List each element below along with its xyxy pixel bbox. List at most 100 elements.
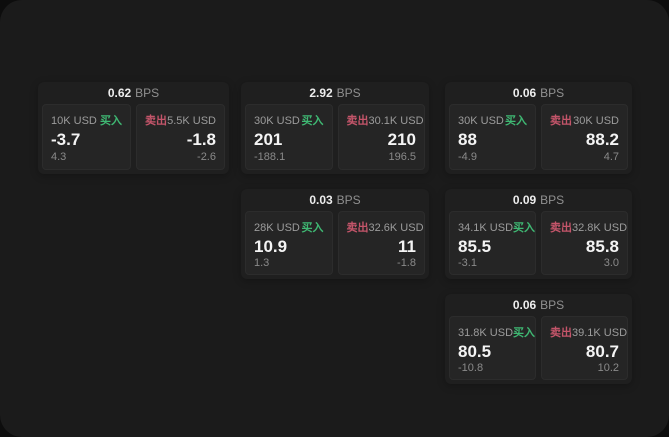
quote-card[interactable]: 0.06 BPS 30K USD 买入 88 -4.9 卖出 30K USD 8…: [445, 82, 632, 174]
buy-panel[interactable]: 28K USD 买入 10.9 1.3: [245, 211, 333, 275]
bps-spread-value: 0.09: [512, 193, 537, 207]
buy-amount: 30K USD: [254, 115, 300, 127]
sell-panel-header: 卖出 5.5K USD: [145, 112, 216, 128]
sell-sub-value: -1.8: [397, 256, 416, 269]
sell-price: 210: [387, 130, 416, 149]
buy-sub-value: -10.8: [458, 361, 484, 374]
bps-spread-value: 0.62: [107, 86, 132, 100]
buy-price: 201: [254, 130, 283, 149]
quote-panels: 10K USD 买入 -3.7 4.3 卖出 5.5K USD -1.8 -2.…: [42, 104, 225, 170]
card-header: 0.06 BPS: [445, 294, 632, 316]
buy-panel[interactable]: 31.8K USD 买入 80.5 -10.8: [449, 316, 536, 380]
buy-sub-value: -4.9: [458, 151, 477, 163]
buy-sub-value: -188.1: [254, 151, 286, 163]
quote-card[interactable]: 2.92 BPS 30K USD 买入 201 -188.1 卖出 30.1K …: [241, 82, 429, 174]
bps-spread-value: 2.92: [309, 86, 333, 100]
sell-price: -1.8: [186, 130, 216, 149]
sell-amount: 30K USD: [573, 115, 619, 127]
sell-side-label: 卖出: [145, 115, 167, 127]
bps-unit-label: BPS: [135, 86, 160, 100]
buy-side-label: 买入: [301, 115, 324, 127]
buy-panel[interactable]: 10K USD 买入 -3.7 4.3: [42, 104, 131, 170]
buy-price: 10.9: [254, 237, 288, 256]
card-header: 0.09 BPS: [445, 189, 632, 211]
sell-price: 80.7: [585, 342, 619, 361]
sell-amount: 5.5K USD: [167, 115, 216, 127]
sell-panel[interactable]: 卖出 32.8K USD 85.8 3.0: [541, 211, 628, 275]
buy-side-label: 买入: [505, 115, 527, 127]
sell-amount: 32.6K USD: [368, 222, 424, 234]
bps-unit-label: BPS: [336, 193, 361, 207]
buy-panel[interactable]: 30K USD 买入 88 -4.9: [449, 104, 536, 170]
sell-sub-value: -2.6: [197, 151, 216, 163]
sell-side-label: 卖出: [550, 115, 572, 127]
quote-panels: 30K USD 买入 201 -188.1 卖出 30.1K USD 210 1…: [245, 104, 425, 170]
sell-panel[interactable]: 卖出 39.1K USD 80.7 10.2: [541, 316, 628, 380]
quote-card[interactable]: 0.06 BPS 31.8K USD 买入 80.5 -10.8 卖出 39.1…: [445, 294, 632, 384]
buy-side-label: 买入: [513, 222, 536, 234]
sell-panel[interactable]: 卖出 32.6K USD 11 -1.8: [337, 211, 425, 275]
quote-panels: 31.8K USD 买入 80.5 -10.8 卖出 39.1K USD 80.…: [449, 316, 628, 380]
card-header: 0.03 BPS: [241, 189, 429, 211]
sell-sub-value: 196.5: [388, 151, 416, 163]
sell-price: 88.2: [585, 130, 619, 149]
quote-card[interactable]: 0.09 BPS 34.1K USD 买入 85.5 -3.1 卖出 32.8K…: [445, 189, 632, 279]
buy-panel-header: 30K USD 买入: [254, 112, 324, 128]
sell-amount: 32.8K USD: [572, 222, 628, 234]
sell-amount: 30.1K USD: [368, 115, 424, 127]
bps-spread-value: 0.06: [512, 298, 537, 312]
buy-side-label: 买入: [301, 222, 324, 234]
sell-panel-header: 卖出 39.1K USD: [550, 324, 627, 340]
buy-panel[interactable]: 34.1K USD 买入 85.5 -3.1: [449, 211, 536, 275]
sell-sub-value: 3.0: [603, 256, 619, 269]
buy-side-label: 买入: [100, 115, 122, 127]
buy-panel-header: 28K USD 买入: [254, 219, 324, 235]
buy-price: -3.7: [51, 130, 81, 149]
buy-sub-value: -3.1: [458, 256, 477, 269]
card-header: 2.92 BPS: [241, 82, 429, 104]
quote-panels: 28K USD 买入 10.9 1.3 卖出 32.6K USD 11 -1.8: [245, 211, 425, 275]
sell-side-label: 卖出: [346, 115, 369, 127]
buy-sub-value: 4.3: [51, 151, 67, 163]
sell-panel-header: 卖出 30.1K USD: [346, 112, 424, 128]
sell-panel-header: 卖出 32.6K USD: [347, 219, 424, 235]
bps-unit-label: BPS: [336, 86, 361, 100]
bps-unit-label: BPS: [540, 193, 565, 207]
sell-panel-header: 卖出 30K USD: [550, 112, 619, 128]
buy-amount: 34.1K USD: [458, 222, 514, 234]
quote-card[interactable]: 0.62 BPS 10K USD 买入 -3.7 4.3 卖出 5.5K USD…: [38, 82, 229, 174]
buy-amount: 30K USD: [458, 115, 504, 127]
sell-sub-value: 4.7: [603, 151, 619, 163]
sell-panel[interactable]: 卖出 30.1K USD 210 196.5: [337, 104, 425, 170]
sell-side-label: 卖出: [550, 327, 572, 339]
buy-sub-value: 1.3: [254, 256, 270, 269]
quote-panels: 30K USD 买入 88 -4.9 卖出 30K USD 88.2 4.7: [449, 104, 628, 170]
bps-spread-value: 0.03: [309, 193, 333, 207]
sell-price: 11: [398, 237, 416, 256]
buy-price: 80.5: [458, 342, 492, 361]
bps-spread-value: 0.06: [512, 86, 537, 100]
buy-panel-header: 30K USD 买入: [458, 112, 527, 128]
buy-panel[interactable]: 30K USD 买入 201 -188.1: [245, 104, 333, 170]
card-header: 0.06 BPS: [445, 82, 632, 104]
sell-panel[interactable]: 卖出 30K USD 88.2 4.7: [541, 104, 628, 170]
buy-amount: 10K USD: [51, 115, 97, 127]
sell-panel[interactable]: 卖出 5.5K USD -1.8 -2.6: [136, 104, 225, 170]
sell-panel-header: 卖出 32.8K USD: [550, 219, 627, 235]
buy-panel-header: 34.1K USD 买入: [458, 219, 535, 235]
buy-amount: 28K USD: [254, 222, 300, 234]
buy-side-label: 买入: [513, 327, 536, 339]
quote-panels: 34.1K USD 买入 85.5 -3.1 卖出 32.8K USD 85.8…: [449, 211, 628, 275]
sell-amount: 39.1K USD: [572, 327, 628, 339]
sell-price: 85.8: [585, 237, 619, 256]
buy-amount: 31.8K USD: [458, 327, 514, 339]
buy-price: 85.5: [458, 237, 492, 256]
sell-sub-value: 10.2: [597, 361, 619, 374]
sell-side-label: 卖出: [550, 222, 572, 234]
card-header: 0.62 BPS: [38, 82, 229, 104]
bps-unit-label: BPS: [540, 298, 565, 312]
buy-panel-header: 10K USD 买入: [51, 112, 122, 128]
quote-card[interactable]: 0.03 BPS 28K USD 买入 10.9 1.3 卖出 32.6K US…: [241, 189, 429, 279]
buy-price: 88: [458, 130, 477, 149]
